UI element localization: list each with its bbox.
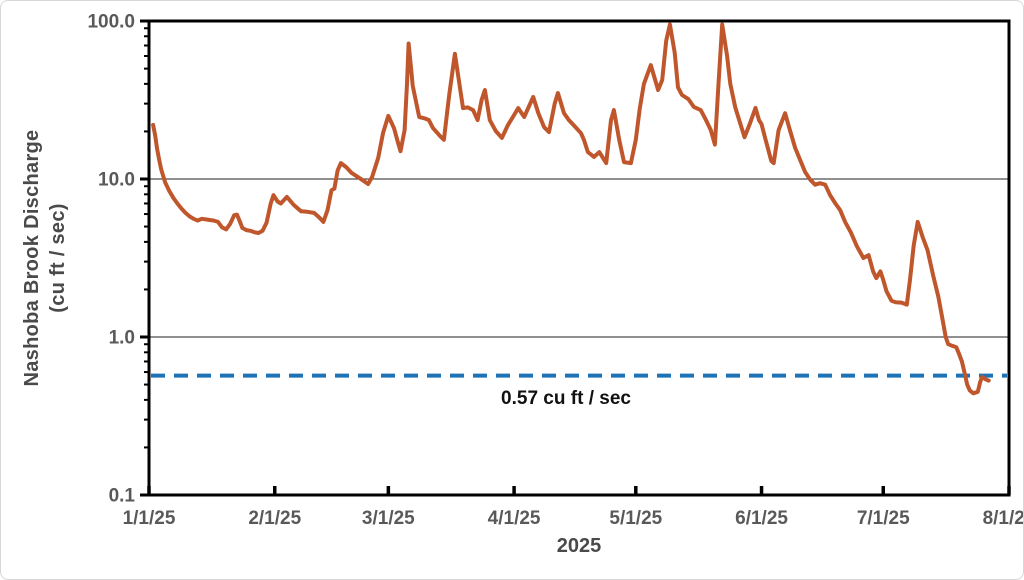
x-tick-label: 8/1/25 [983,508,1024,529]
y-tick-label: 10.0 [98,170,135,191]
x-tick-label: 5/1/25 [609,508,662,529]
y-tick-label: 1.0 [109,328,135,349]
plot-border [147,19,1011,497]
x-tick-label: 7/1/25 [857,508,910,529]
y-axis-title: Nashoba Brook Discharge (cu ft / sec) [19,108,71,408]
discharge-line-series [151,22,991,396]
x-tick-label: 2/1/25 [248,508,301,529]
y-tick-label: 100.0 [87,12,135,33]
y-axis-title-line1: Nashoba Brook Discharge [21,129,43,387]
x-tick-label: 3/1/25 [362,508,415,529]
x-tick-label: 4/1/25 [488,508,541,529]
y-tick-label: 0.1 [109,486,136,507]
reference-value-label: 0.57 cu ft / sec [501,388,631,409]
x-tick-label: 1/1/25 [123,508,176,529]
y-axis-title-line2: (cu ft / sec) [47,203,69,313]
x-tick-label: 6/1/25 [735,508,788,529]
x-axis-title: 2025 [556,535,602,557]
